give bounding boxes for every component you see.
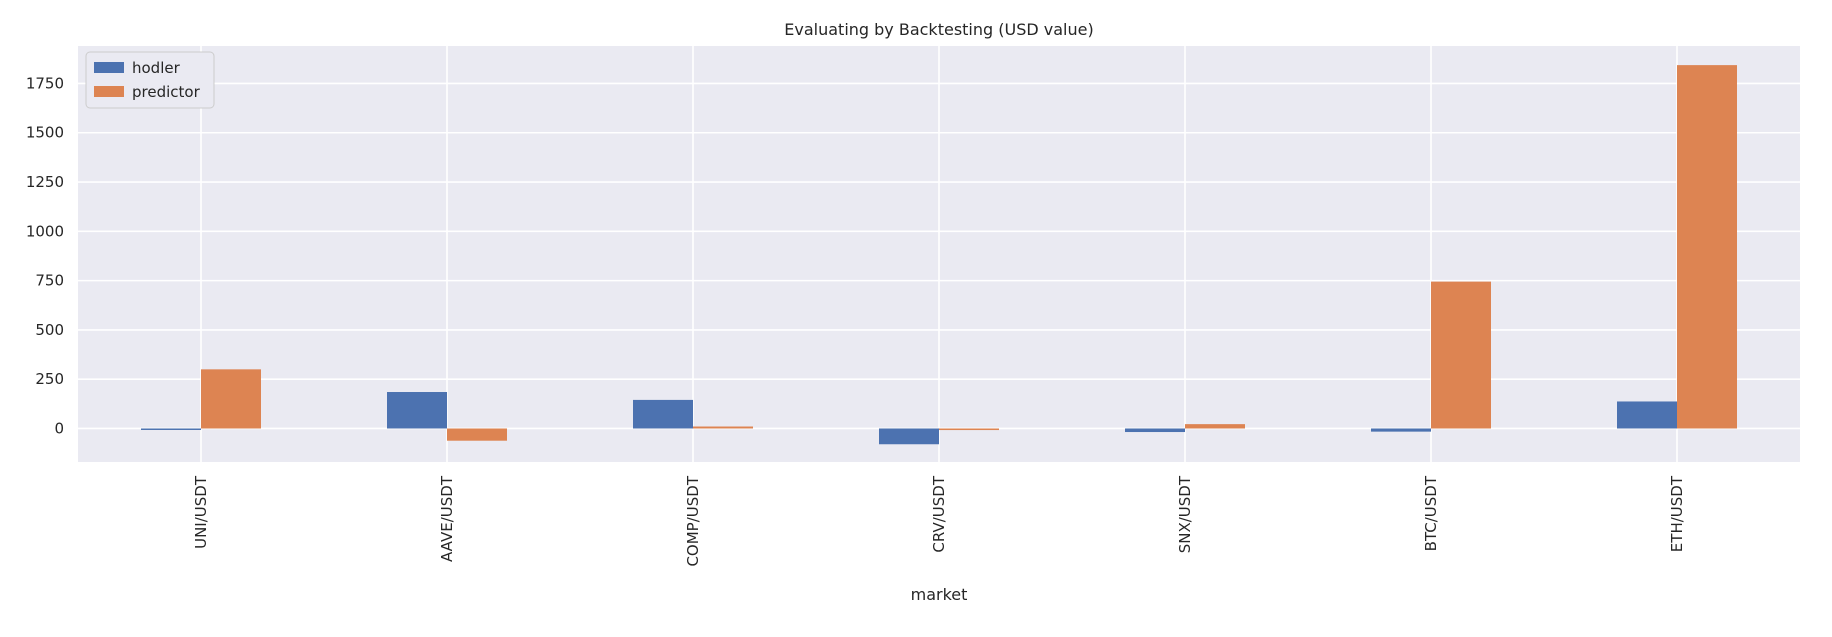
- bar-predictor-aave-usdt: [447, 428, 507, 441]
- bar-hodler-uni-usdt: [141, 428, 201, 430]
- bar-predictor-crv-usdt: [939, 428, 999, 431]
- legend-label-predictor: predictor: [132, 83, 201, 101]
- y-tick-label: 0: [54, 419, 64, 437]
- bar-hodler-aave-usdt: [387, 392, 447, 429]
- x-tick-label: AAVE/USDT: [438, 475, 456, 562]
- x-axis-label: market: [911, 585, 968, 604]
- x-tick-label: CRV/USDT: [930, 475, 948, 552]
- y-tick-label: 1500: [26, 124, 64, 142]
- legend: hodler predictor: [85, 51, 215, 109]
- bar-predictor-uni-usdt: [201, 369, 261, 429]
- bar-hodler-snx-usdt: [1125, 428, 1185, 433]
- x-tick-label: BTC/USDT: [1422, 475, 1440, 551]
- y-tick-label: 500: [35, 321, 64, 339]
- bar-predictor-eth-usdt: [1677, 65, 1737, 429]
- y-tick-label: 1000: [26, 222, 64, 240]
- bar-predictor-comp-usdt: [693, 426, 753, 429]
- bar-predictor-snx-usdt: [1185, 424, 1245, 429]
- bar-hodler-btc-usdt: [1371, 428, 1431, 432]
- chart-title: Evaluating by Backtesting (USD value): [784, 20, 1093, 39]
- x-tick-labels: UNI/USDT AAVE/USDT COMP/USDT CRV/USDT SNX/US…: [192, 475, 1686, 566]
- y-tick-label: 1750: [26, 74, 64, 92]
- legend-label-hodler: hodler: [132, 59, 181, 77]
- bar-hodler-crv-usdt: [879, 428, 939, 445]
- bar-predictor-btc-usdt: [1431, 281, 1491, 429]
- x-tick-label: UNI/USDT: [192, 475, 210, 549]
- x-tick-label: SNX/USDT: [1176, 475, 1194, 553]
- y-tick-labels: 0 250 500 750 1000 1250 1500 1750: [26, 74, 64, 437]
- bar-hodler-comp-usdt: [633, 399, 693, 429]
- legend-swatch-predictor: [94, 86, 124, 97]
- x-tick-label: COMP/USDT: [684, 475, 702, 566]
- y-tick-label: 250: [35, 370, 64, 388]
- y-tick-label: 750: [35, 272, 64, 290]
- bar-hodler-eth-usdt: [1617, 401, 1677, 429]
- y-tick-label: 1250: [26, 173, 64, 191]
- x-tick-label: ETH/USDT: [1668, 475, 1686, 552]
- legend-swatch-hodler: [94, 62, 124, 73]
- bars: [141, 65, 1737, 445]
